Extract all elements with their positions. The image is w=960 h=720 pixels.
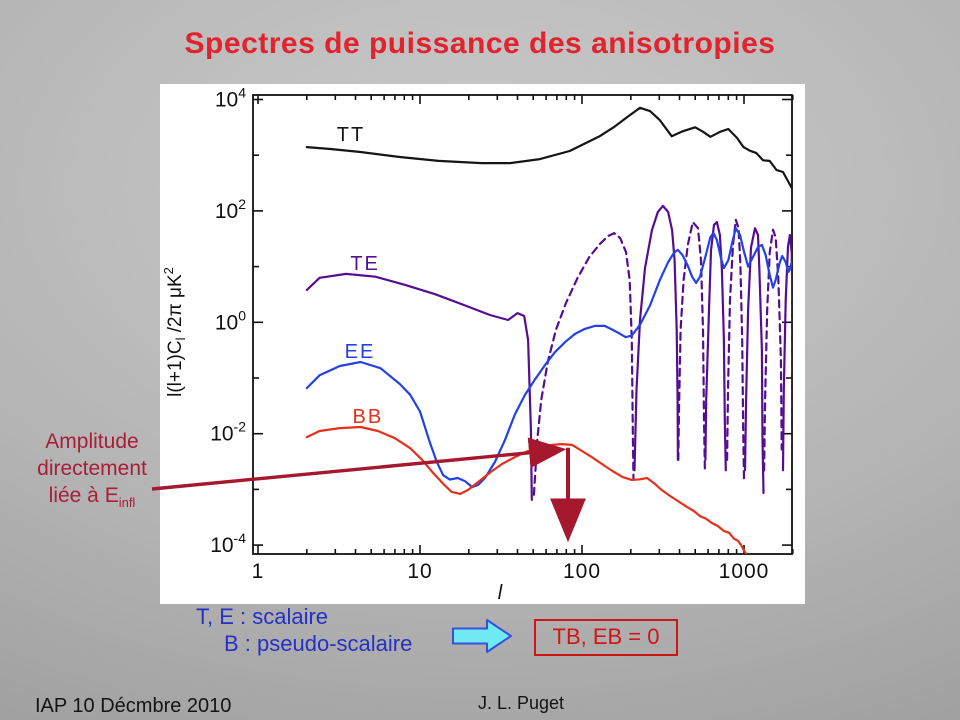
curve-label-TT: TT (337, 124, 365, 146)
curve-label-EE: EE (345, 341, 376, 363)
y-tick-label: 10-4 (210, 530, 246, 557)
x-tick-label: 1 (252, 560, 265, 583)
scalar-note: T, E : scalaire B : pseudo-scalaire (196, 603, 412, 657)
annotation-line-1: Amplitude (45, 430, 139, 453)
amplitude-annotation: Amplitude directement liée à Einfl (16, 428, 168, 516)
page-title: Spectres de puissance des anisotropies (184, 27, 776, 60)
y-axis-label: l(l+1)Cl /2π μK2 (161, 267, 188, 397)
curve-label-BB: BB (353, 406, 384, 428)
curve-TE (532, 232, 635, 496)
curve-TE (677, 221, 706, 472)
curve-TE (633, 204, 679, 472)
curve-TE (726, 218, 746, 481)
annotation-line-3: liée à Einfl (48, 484, 136, 511)
annotation-line-2: directement (37, 457, 147, 480)
y-tick-label: 100 (215, 307, 246, 334)
curve-label-TE: TE (350, 253, 380, 275)
y-tick-label: 102 (215, 196, 246, 223)
tb-eb-zero-box: TB, EB = 0 (534, 619, 678, 656)
y-tick-label: 10-2 (210, 419, 246, 446)
axis-ticks (253, 95, 794, 554)
footer-date: IAP 10 Décmbre 2010 (35, 695, 232, 717)
scalar-note-line-2: B : pseudo-scalaire (224, 631, 413, 656)
annotation-subscript: infl (118, 495, 136, 511)
curve-TE (704, 221, 727, 472)
power-spectrum-chart: 1 10 100 1000 104 102 100 10-2 10-4 l l(l+1)Cl /2π… (161, 85, 794, 604)
curve-TE (763, 228, 783, 472)
x-tick-label: 10 (407, 560, 432, 583)
curve-TE (743, 227, 765, 495)
right-arrow-icon (452, 619, 512, 653)
curve-TT (305, 106, 792, 189)
curve-BB (305, 425, 748, 554)
x-axis-label: l (498, 582, 503, 604)
x-tick-label: 100 (563, 560, 601, 583)
footer-author: J. L. Puget (478, 693, 565, 713)
curve-TE (781, 233, 792, 472)
plot-frame (252, 94, 793, 555)
figure-panel: 1 10 100 1000 104 102 100 10-2 10-4 l l(l+1)Cl /2π… (160, 84, 805, 604)
curve-TE (305, 272, 533, 501)
x-tick-label: 1000 (719, 560, 770, 583)
scalar-note-line-1: T, E : scalaire (196, 604, 329, 629)
y-tick-label: 104 (215, 85, 246, 112)
